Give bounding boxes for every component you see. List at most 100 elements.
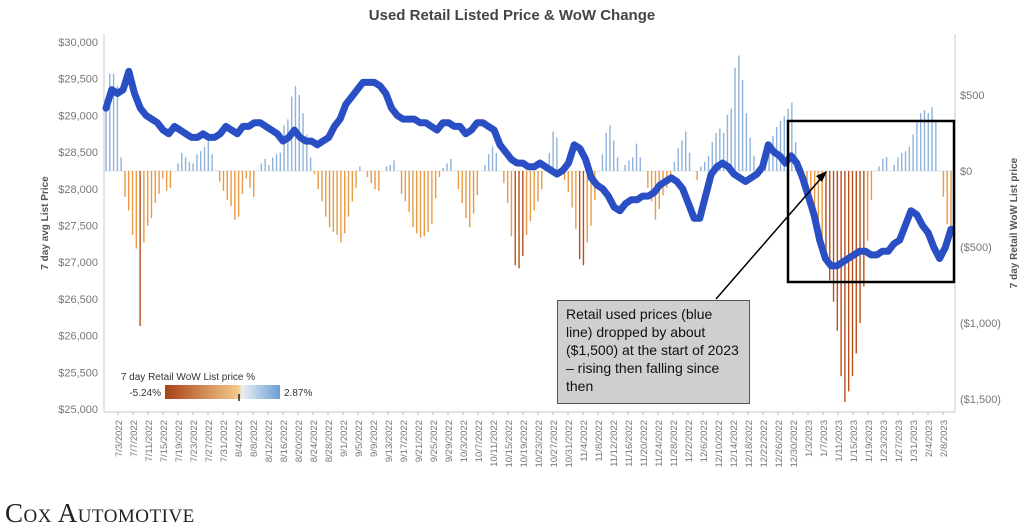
wow-bar: [495, 152, 497, 171]
x-tick-label: 1/27/2023: [894, 420, 905, 462]
wow-bar: [503, 171, 505, 184]
x-tick-label: 8/12/2022: [264, 420, 275, 462]
annotation-arrow-head: [816, 171, 827, 182]
wow-bar: [389, 164, 391, 171]
wow-bar: [207, 139, 210, 171]
x-tick-label: 9/25/2022: [429, 420, 440, 462]
wow-bar: [366, 171, 369, 178]
wow-bar: [590, 171, 592, 226]
x-tick-label: 12/2/2022: [684, 420, 695, 462]
wow-bar: [332, 171, 335, 232]
wow-bar: [188, 161, 191, 171]
x-tick-label: 1/7/2023: [819, 420, 830, 457]
wow-bar: [821, 171, 823, 247]
x-tick-label: 12/6/2022: [699, 420, 710, 462]
x-tick-label: 7/27/2022: [204, 420, 215, 462]
x-tick-label: 8/24/2022: [309, 420, 320, 462]
x-tick-label: 12/10/2022: [714, 420, 725, 468]
wow-bar: [359, 166, 361, 171]
wow-bar: [139, 171, 141, 327]
wow-bar: [935, 120, 937, 171]
wow-bar: [863, 171, 865, 287]
wow-bar: [563, 171, 566, 181]
wow-bar: [416, 171, 418, 234]
wow-bar: [522, 171, 524, 257]
bar-series: [105, 55, 952, 403]
wow-bar: [328, 171, 331, 228]
x-tick-label: 7/23/2022: [189, 420, 200, 462]
wow-bar: [457, 171, 460, 190]
wow-bar: [730, 108, 732, 171]
wow-bar: [347, 171, 350, 217]
wow-bar: [514, 171, 516, 266]
x-tick-label: 12/14/2022: [729, 420, 740, 468]
wow-bar: [578, 171, 581, 260]
wow-bar: [211, 154, 213, 171]
wow-bar: [950, 171, 952, 237]
wow-bar: [408, 171, 410, 213]
x-tick-label: 1/15/2023: [849, 420, 860, 462]
wow-bar: [469, 171, 471, 228]
y-right-tick-label: ($1,000): [960, 318, 1001, 330]
wow-bar: [836, 171, 839, 331]
wow-bar: [116, 85, 119, 171]
wow-bar: [192, 163, 194, 171]
y-left-tick-label: $27,000: [58, 257, 98, 269]
wow-bar: [404, 171, 407, 202]
wow-bar: [264, 158, 266, 171]
avg-price-line: [102, 67, 955, 270]
wow-bar: [605, 133, 607, 171]
wow-bar: [321, 171, 323, 202]
x-tick-label: 8/8/2022: [249, 420, 260, 457]
y-left-axis-title: 7 day avg List Price: [40, 176, 51, 270]
grid-layer: [103, 34, 956, 413]
highlight-box: [786, 119, 956, 284]
wow-bar: [931, 107, 933, 171]
x-tick-label: 10/3/2022: [459, 420, 470, 462]
y-left-tick-label: $25,000: [58, 404, 98, 416]
wow-bar: [639, 157, 641, 171]
wow-bar: [722, 133, 725, 171]
wow-bar: [783, 116, 785, 171]
x-tick-label: 1/23/2023: [879, 420, 890, 462]
wow-bar: [866, 171, 869, 241]
wow-bar: [488, 154, 490, 171]
wow-bar: [158, 171, 160, 194]
x-tick-label: 9/21/2022: [414, 420, 425, 462]
x-tick-label: 12/26/2022: [774, 420, 785, 468]
wow-bar: [446, 163, 448, 171]
wow-bar: [556, 137, 558, 171]
wow-bar: [143, 171, 145, 243]
wow-bar: [370, 171, 372, 184]
wow-bar: [533, 171, 535, 211]
wow-bar: [431, 171, 433, 225]
wow-bar: [628, 160, 630, 171]
wow-bar: [135, 171, 138, 249]
y-right-tick-label: ($1,500): [960, 394, 1001, 406]
y-left-tick-label: $27,500: [58, 221, 98, 233]
wow-bar: [491, 146, 494, 171]
x-tick-label: 7/31/2022: [219, 420, 230, 462]
annotation-arrow-line: [715, 175, 824, 300]
wow-bar: [882, 158, 884, 171]
wow-bar: [150, 171, 153, 219]
line-series: [102, 67, 955, 270]
wow-bar: [829, 171, 831, 281]
wow-bar: [715, 133, 717, 171]
x-tick-label: 10/27/2022: [549, 420, 560, 468]
x-tick-label: 11/20/2022: [639, 420, 650, 467]
wow-bar: [946, 171, 948, 225]
x-tick-label: 7/19/2022: [174, 420, 185, 462]
wow-bar: [287, 119, 289, 171]
wow-bar: [438, 171, 441, 178]
wow-bar: [893, 164, 895, 171]
wow-bar: [165, 171, 168, 191]
legend-title: 7 day Retail WoW List price %: [121, 372, 255, 383]
wow-bar: [685, 131, 687, 171]
wow-bar: [749, 137, 751, 171]
wow-bar: [624, 164, 626, 171]
wow-bar: [355, 171, 357, 188]
wow-bar: [184, 157, 187, 171]
wow-bar: [336, 171, 338, 235]
